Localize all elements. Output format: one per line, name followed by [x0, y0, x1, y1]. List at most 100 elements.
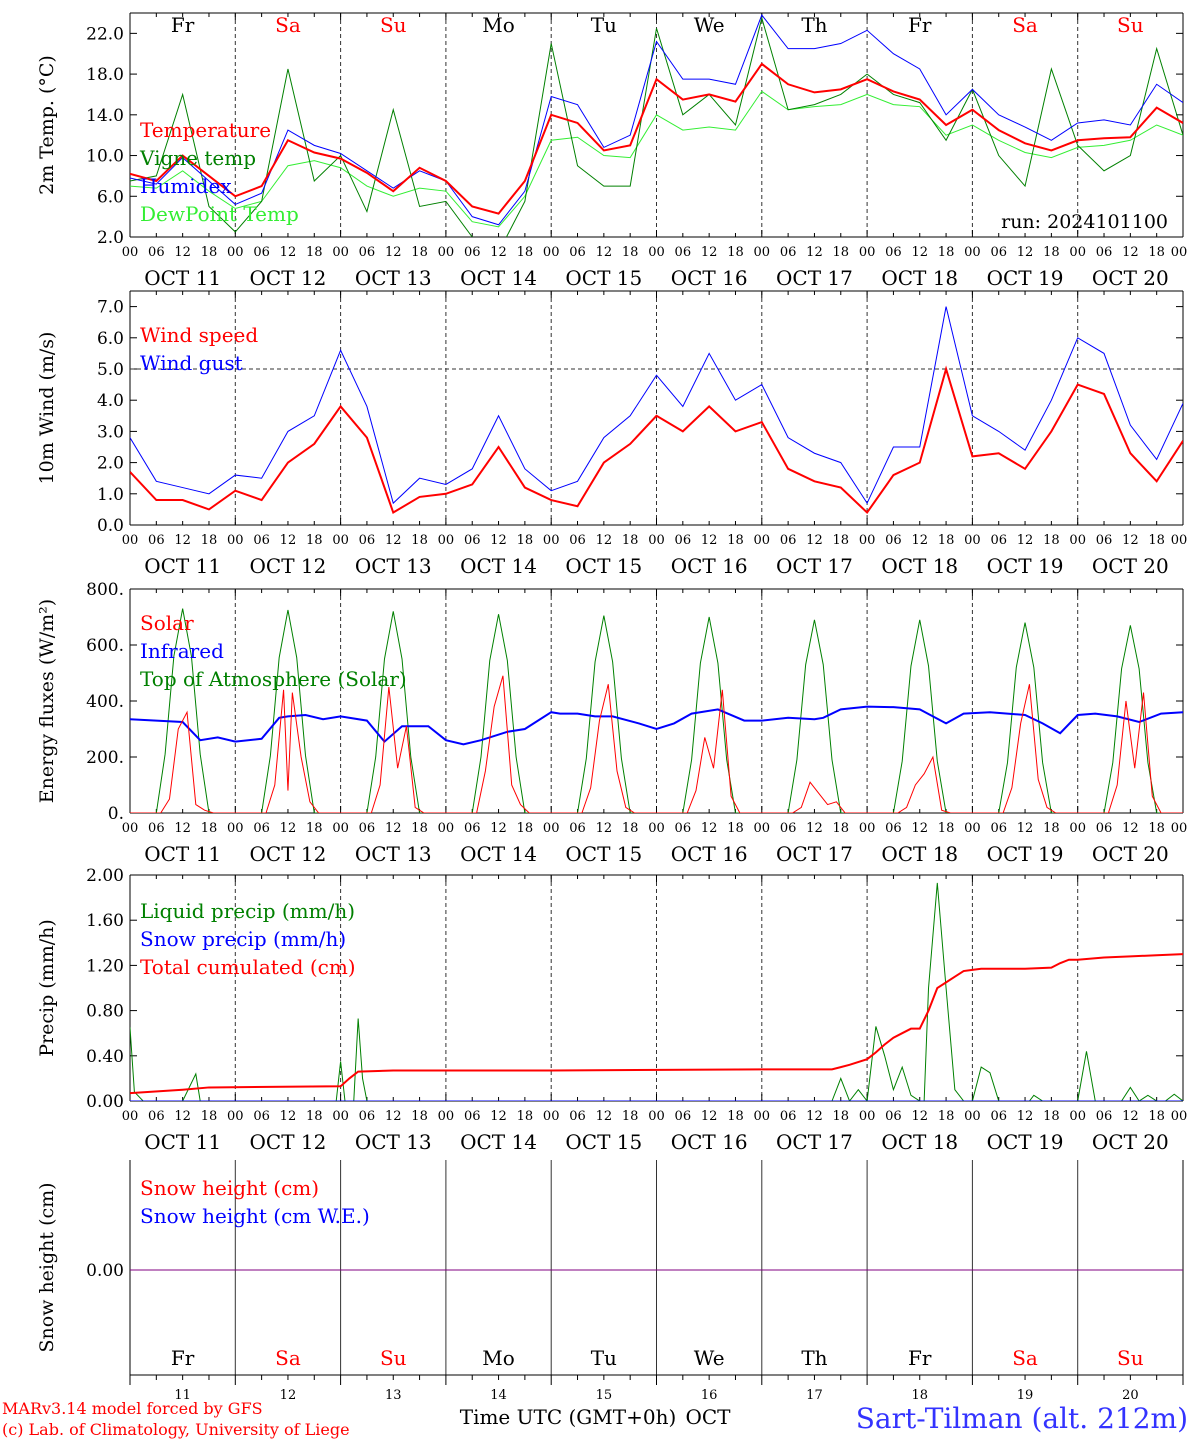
series-line-liquid-precip-mm-h- — [130, 882, 1183, 1101]
weekday-label-top: Su — [1117, 13, 1144, 37]
hour-tick-label: 00 — [227, 821, 244, 836]
legend-entry: Solar — [140, 611, 194, 635]
hour-tick-label: 18 — [306, 1109, 323, 1124]
hour-tick-label: 18 — [411, 821, 428, 836]
day-number-label: 20 — [1122, 1388, 1139, 1403]
hour-tick-label: 06 — [464, 245, 481, 260]
hour-tick-label: 12 — [280, 821, 297, 836]
hour-tick-label: 18 — [306, 533, 323, 548]
panel-3-ytick-label: 1.60 — [86, 911, 124, 931]
hour-tick-label: 00 — [754, 1109, 771, 1124]
series-line-temperature — [130, 62, 1183, 215]
hour-tick-label: 18 — [938, 1109, 955, 1124]
hour-tick-label: 12 — [1122, 1109, 1139, 1124]
hour-tick-label: 06 — [780, 1109, 797, 1124]
hour-tick-label: 12 — [385, 245, 402, 260]
hour-tick-label: 06 — [359, 821, 376, 836]
panel-3-ytick-label: 1.20 — [86, 956, 124, 976]
hour-tick-label: 12 — [911, 245, 928, 260]
hour-tick-label: 12 — [385, 533, 402, 548]
hour-tick-label: 06 — [148, 1109, 165, 1124]
date-label: OCT 19 — [987, 842, 1064, 866]
hour-tick-label: 18 — [1148, 1109, 1165, 1124]
date-label: OCT 17 — [776, 1130, 853, 1154]
date-label: OCT 11 — [144, 1130, 221, 1154]
hour-tick-label: 18 — [833, 533, 850, 548]
hour-tick-label: 00 — [648, 821, 665, 836]
date-label: OCT 15 — [565, 266, 642, 290]
hour-tick-label: 18 — [411, 533, 428, 548]
hour-tick-label: 06 — [990, 533, 1007, 548]
panel-1-ytick-label: 7.0 — [97, 298, 124, 318]
hour-tick-label: 18 — [201, 821, 218, 836]
hour-tick-label: 00 — [859, 245, 876, 260]
hour-tick-label: 06 — [885, 1109, 902, 1124]
hour-tick-label: 06 — [1096, 821, 1113, 836]
hour-tick-label: 18 — [201, 533, 218, 548]
hour-tick-label: 06 — [569, 821, 586, 836]
hour-tick-label: 12 — [806, 1109, 823, 1124]
weekday-label-top: Tu — [591, 13, 617, 37]
day-number-label: 15 — [596, 1388, 613, 1403]
date-label: OCT 12 — [250, 554, 327, 578]
hour-tick-label: 00 — [543, 1109, 560, 1124]
date-label: OCT 17 — [776, 842, 853, 866]
hour-tick-label: 12 — [806, 533, 823, 548]
date-label: OCT 20 — [1092, 842, 1169, 866]
day-number-label: 14 — [490, 1388, 507, 1403]
panel-2-ylabel: Energy fluxes (W/m²) — [36, 599, 58, 803]
weekday-label-bottom: Sa — [1012, 1346, 1038, 1370]
hour-tick-label: 18 — [1148, 245, 1165, 260]
hour-tick-label: 00 — [332, 245, 349, 260]
hour-tick-label: 00 — [859, 1109, 876, 1124]
date-label: OCT 20 — [1092, 1130, 1169, 1154]
weekday-label-top: Mo — [482, 13, 515, 37]
hour-tick-label: 06 — [990, 245, 1007, 260]
hour-tick-label: 00 — [227, 1109, 244, 1124]
hour-tick-label: 06 — [569, 245, 586, 260]
hour-tick-label: 12 — [911, 1109, 928, 1124]
hour-tick-label: 18 — [517, 533, 534, 548]
series-line-infrared — [130, 705, 1183, 746]
hour-tick-label: 18 — [727, 245, 744, 260]
hour-tick-label: 18 — [833, 1109, 850, 1124]
date-label: OCT 18 — [881, 266, 958, 290]
panel-1-ytick-label: 0.0 — [97, 516, 124, 536]
panel-2-ytick-label: 600. — [86, 636, 124, 656]
hour-tick-label: 18 — [727, 533, 744, 548]
hour-tick-label: 18 — [938, 821, 955, 836]
copyright-credit: (c) Lab. of Climatology, University of L… — [2, 1420, 350, 1439]
hour-tick-label: 18 — [1043, 821, 1060, 836]
weekday-label-top: Su — [380, 13, 407, 37]
date-label: OCT 18 — [881, 554, 958, 578]
hour-tick-label: 12 — [596, 533, 613, 548]
panel-4-ytick-label: 0.00 — [86, 1261, 124, 1281]
hour-tick-label: 06 — [148, 533, 165, 548]
panel-2-ytick-label: 0. — [108, 804, 124, 824]
hour-tick-label: 06 — [885, 821, 902, 836]
date-label: OCT 14 — [460, 554, 537, 578]
hour-tick-label: 18 — [517, 821, 534, 836]
panel-0-ytick-label: 18.0 — [86, 65, 124, 85]
hour-tick-label: 00 — [1069, 245, 1086, 260]
date-label: OCT 11 — [144, 842, 221, 866]
hour-tick-label: 00 — [122, 533, 139, 548]
date-label: OCT 18 — [881, 1130, 958, 1154]
run-label: run: 2024101100 — [1001, 211, 1168, 233]
legend-entry: Top of Atmosphere (Solar) — [140, 667, 407, 691]
weekday-label-bottom: We — [694, 1346, 725, 1370]
date-label: OCT 20 — [1092, 266, 1169, 290]
date-label: OCT 11 — [144, 266, 221, 290]
model-credit: MARv3.14 model forced by GFS — [2, 1399, 263, 1418]
hour-tick-label: 06 — [464, 533, 481, 548]
panel-0-ytick-label: 22.0 — [86, 24, 124, 44]
day-number-label: 11 — [174, 1388, 191, 1403]
series-line-wind-speed — [130, 365, 1183, 515]
hour-tick-label: 00 — [227, 533, 244, 548]
hour-tick-label: 18 — [727, 821, 744, 836]
hour-tick-label: 18 — [411, 245, 428, 260]
panel-0-ytick-label: 14.0 — [86, 106, 124, 126]
hour-tick-label: 12 — [490, 245, 507, 260]
hour-tick-label: 12 — [385, 1109, 402, 1124]
hour-tick-label: 12 — [1122, 821, 1139, 836]
